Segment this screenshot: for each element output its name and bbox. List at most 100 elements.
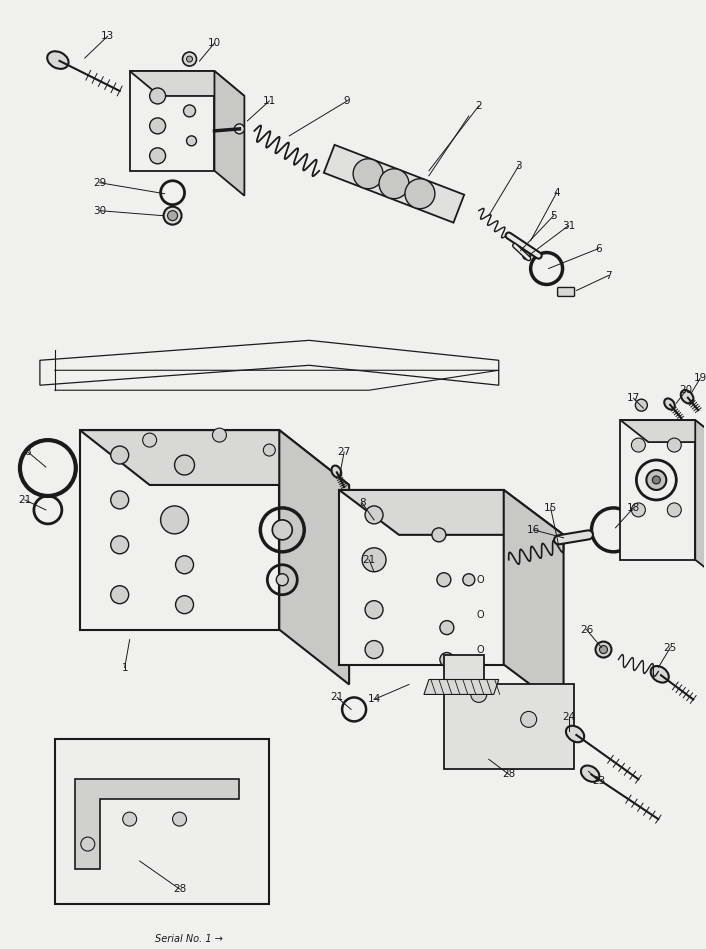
Circle shape: [631, 438, 645, 452]
Polygon shape: [75, 779, 239, 869]
Circle shape: [111, 536, 128, 554]
Circle shape: [353, 158, 383, 189]
Text: 10: 10: [208, 38, 221, 48]
Polygon shape: [503, 490, 563, 710]
Circle shape: [183, 52, 196, 66]
Text: 23: 23: [592, 776, 605, 786]
Text: 21: 21: [330, 693, 344, 702]
Circle shape: [276, 574, 288, 586]
Circle shape: [362, 548, 386, 571]
Circle shape: [631, 503, 645, 517]
Ellipse shape: [651, 666, 669, 682]
Circle shape: [167, 211, 177, 220]
Circle shape: [176, 596, 193, 614]
Text: 21: 21: [362, 555, 376, 565]
Circle shape: [172, 812, 186, 827]
Circle shape: [143, 433, 157, 447]
Ellipse shape: [47, 51, 68, 69]
Text: Serial No. 1 →: Serial No. 1 →: [155, 934, 222, 944]
Text: O: O: [477, 644, 484, 655]
Text: 20: 20: [680, 385, 693, 395]
Circle shape: [652, 476, 660, 484]
Circle shape: [184, 105, 196, 117]
Polygon shape: [339, 490, 503, 664]
Text: 28: 28: [502, 770, 515, 779]
Ellipse shape: [664, 399, 675, 410]
Circle shape: [164, 207, 181, 225]
Polygon shape: [80, 430, 349, 485]
Circle shape: [174, 456, 195, 475]
Text: 4: 4: [554, 188, 560, 197]
FancyBboxPatch shape: [558, 288, 575, 296]
Circle shape: [80, 837, 95, 851]
Text: 30: 30: [93, 206, 107, 215]
Circle shape: [365, 601, 383, 619]
Circle shape: [263, 444, 275, 456]
Text: 2: 2: [475, 101, 482, 111]
Polygon shape: [130, 71, 244, 96]
Circle shape: [273, 520, 292, 540]
Text: 13: 13: [101, 31, 114, 41]
Polygon shape: [424, 679, 498, 695]
Circle shape: [150, 88, 166, 104]
Polygon shape: [695, 420, 706, 582]
Text: 18: 18: [627, 503, 640, 512]
Text: 26: 26: [580, 624, 593, 635]
Circle shape: [437, 573, 451, 586]
Circle shape: [647, 470, 666, 490]
Text: 21: 21: [18, 495, 32, 505]
Text: 3: 3: [515, 160, 522, 171]
Circle shape: [463, 574, 475, 586]
Ellipse shape: [581, 766, 599, 782]
Polygon shape: [130, 71, 215, 171]
Ellipse shape: [566, 726, 584, 742]
Polygon shape: [324, 145, 465, 223]
Circle shape: [440, 653, 454, 666]
Circle shape: [150, 148, 166, 164]
Circle shape: [213, 428, 227, 442]
Circle shape: [522, 251, 531, 259]
Text: 28: 28: [173, 884, 186, 894]
Circle shape: [365, 506, 383, 524]
Circle shape: [111, 586, 128, 604]
Text: 25: 25: [664, 642, 677, 653]
Circle shape: [186, 136, 196, 146]
Polygon shape: [621, 420, 706, 442]
Polygon shape: [215, 71, 244, 195]
Circle shape: [521, 712, 537, 727]
Text: 9: 9: [344, 96, 350, 106]
Circle shape: [160, 506, 189, 534]
Text: 8: 8: [359, 498, 366, 508]
Circle shape: [471, 686, 486, 702]
Circle shape: [440, 621, 454, 635]
Circle shape: [379, 169, 409, 198]
Text: 27: 27: [337, 447, 351, 457]
Text: O: O: [477, 609, 484, 620]
Circle shape: [432, 528, 446, 542]
Text: 19: 19: [693, 373, 706, 383]
Text: 6: 6: [595, 244, 602, 253]
Text: 17: 17: [627, 393, 640, 403]
Polygon shape: [444, 655, 573, 770]
Circle shape: [111, 446, 128, 464]
Circle shape: [635, 400, 647, 411]
Circle shape: [186, 56, 193, 62]
Text: 1: 1: [121, 662, 128, 673]
Text: 15: 15: [544, 503, 557, 512]
Ellipse shape: [681, 390, 693, 403]
Text: 24: 24: [562, 713, 575, 722]
Circle shape: [365, 641, 383, 659]
Text: 8: 8: [25, 447, 31, 457]
Circle shape: [667, 503, 681, 517]
Text: 11: 11: [263, 96, 276, 106]
Polygon shape: [280, 430, 349, 684]
Circle shape: [667, 438, 681, 452]
Polygon shape: [621, 420, 695, 560]
Text: 5: 5: [550, 211, 557, 221]
Circle shape: [595, 642, 611, 658]
FancyBboxPatch shape: [55, 739, 269, 903]
Circle shape: [234, 124, 244, 134]
Circle shape: [111, 491, 128, 509]
Circle shape: [150, 118, 166, 134]
Circle shape: [176, 556, 193, 574]
